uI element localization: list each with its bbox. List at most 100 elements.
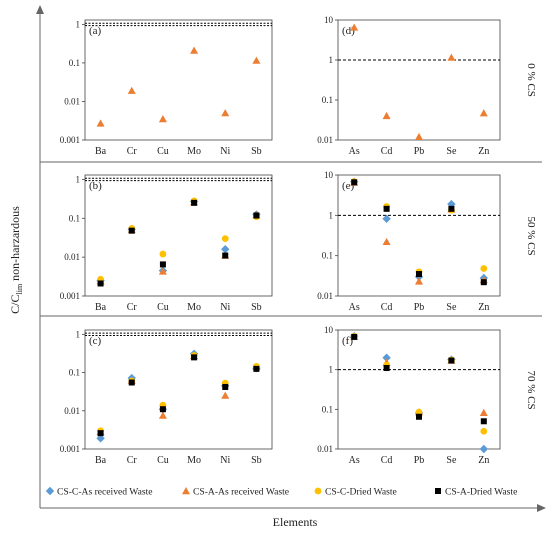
row-label-70-cs: 70 % CS [525,370,537,409]
plot-area-border [337,19,501,141]
y-tick-label: 0.1 [69,213,80,223]
data-point [127,86,136,94]
x-tick-label: Ni [220,455,230,466]
x-tick-label: As [349,146,360,157]
y-tick-label: 1 [329,210,334,220]
x-tick-label: Cd [381,146,393,157]
data-point [221,391,230,399]
data-point [351,179,358,186]
figure-x-axis-label: Elements [273,515,318,529]
y-tick-label: 0.01 [64,406,80,416]
panel-c: 0.001 0.01 0.1 1 Ba Cr Cu Mo Ni Sb (c) [60,329,273,466]
y-tick-label: 0.1 [322,404,333,414]
x-tick-label: Ba [95,455,107,466]
data-point [128,227,135,234]
legend-label: CS-A-As received Waste [193,487,289,498]
x-tick-label: Pb [414,455,425,466]
data-point [416,271,422,278]
panels-layer: 0.001 0.01 0.1 1 Ba Cr Cu Mo Ni Sb (a) 0.01 0.1 1 10 As… [60,15,501,466]
data-point [480,418,487,425]
x-tick-label: Pb [414,146,425,157]
x-tick-label: Cd [381,455,393,466]
data-point [253,365,260,372]
panel-label: (a) [89,25,102,37]
y-tick-label: 0.1 [322,251,333,261]
data-point [480,265,488,272]
plot-area-border [84,329,273,450]
y-tick-label: 0.01 [317,135,333,145]
panel-label: (b) [89,180,102,192]
x-tick-label: Cr [127,302,138,313]
y-axis-label-rest: non-harzardous [8,206,22,284]
data-point [479,408,488,416]
data-point [222,252,229,259]
data-point [159,250,167,258]
y-tick-label: 0.01 [317,291,333,301]
x-tick-label: Mo [187,302,201,313]
data-point [97,280,104,287]
legend-label: CS-C-As received Waste [57,487,153,498]
legend-item: CS-A-Dried Waste [435,487,517,498]
plot-area-border [84,174,273,297]
y-tick-label: 0.001 [60,444,80,454]
x-tick-label: Ba [95,146,107,157]
row-label-0-cs: 0 % CS [525,63,537,97]
y-tick-label: 0.01 [64,96,80,106]
y-tick-label: 0.1 [69,58,80,68]
outer-x-arrowhead [537,504,546,512]
x-tick-label: Pb [414,302,425,313]
panel-f: 0.01 0.1 1 10 As Cd Pb Se Zn (f) [317,325,501,466]
x-tick-label: Mo [187,146,201,157]
data-point [480,279,487,286]
legend-marker [435,488,441,494]
data-point [191,199,198,206]
data-point [253,212,260,219]
y-tick-label: 0.001 [60,135,80,145]
y-tick-label: 0.1 [69,368,80,378]
y-tick-label: 0.1 [322,95,333,105]
row-label-50-cs: 50 % CS [525,216,537,255]
y-tick-label: 1 [329,55,334,65]
data-point [383,365,390,372]
data-point [158,411,167,419]
legend-label: CS-A-Dried Waste [445,487,517,498]
y-tick-label: 10 [324,170,334,180]
x-tick-label: Sb [251,302,262,313]
x-tick-label: Sb [251,455,262,466]
panel-a: 0.001 0.01 0.1 1 Ba Cr Cu Mo Ni Sb (a) [60,19,273,157]
x-tick-label: Ni [220,146,230,157]
data-point [351,333,358,340]
data-point [382,214,391,224]
data-point [416,413,422,420]
y-tick-label: 0.01 [317,444,333,454]
y-tick-label: 1 [76,174,81,184]
y-tick-label: 0.001 [60,291,80,301]
panel-b: 0.001 0.01 0.1 1 Ba Cr Cu Mo Ni Sb (b) [60,174,273,313]
y-tick-label: 1 [76,19,81,29]
panel-label: (c) [89,335,102,347]
data-point [447,53,456,61]
legend-marker [314,487,322,495]
data-point [97,430,104,437]
data-point [448,357,455,364]
data-point [382,353,391,362]
x-tick-label: Se [446,302,457,313]
data-point [158,267,167,275]
data-point [350,23,359,31]
legend-item: CS-C-Dried Waste [314,487,397,498]
x-tick-label: As [349,455,360,466]
data-point [382,237,391,246]
legend-marker [45,486,55,496]
data-point [158,115,167,123]
data-point [479,444,488,454]
y-tick-label: 1 [76,329,81,339]
panel-label: (f) [342,335,353,347]
y-tick-label: 0.01 [64,252,80,262]
x-tick-label: Se [446,455,457,466]
x-tick-label: Sb [251,146,262,157]
data-point [382,111,391,120]
x-tick-label: Cu [157,146,169,157]
data-point [96,434,105,443]
